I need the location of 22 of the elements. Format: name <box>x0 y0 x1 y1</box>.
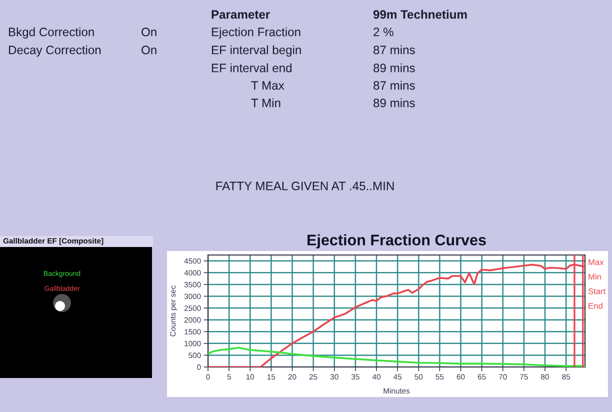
text: Parameter <box>212 10 270 19</box>
text: FATTY MEAL GIVEN AT .45..MIN <box>216 182 394 190</box>
text: T Min <box>251 98 280 108</box>
ref-line-label: Min <box>588 274 601 280</box>
text: 89 mins <box>374 63 415 72</box>
text: EF interval end <box>212 63 292 72</box>
text: EF interval begin <box>212 45 301 57</box>
text: 87 mins <box>374 80 415 90</box>
text: On <box>142 28 156 36</box>
chart-title: Ejection Fraction Curves <box>308 234 486 248</box>
text: Ejection Fraction <box>212 27 300 39</box>
text: 2 % <box>374 28 394 36</box>
text: Bkgd Correction <box>8 27 94 39</box>
text: On <box>142 46 156 54</box>
text: Start <box>588 288 606 294</box>
text: T Max <box>251 81 284 90</box>
text: Decay Correction <box>8 45 101 57</box>
ref-line-label: Max <box>588 259 604 266</box>
text: 87 mins <box>374 45 415 54</box>
text: End <box>588 302 602 309</box>
text: 89 mins <box>374 98 415 108</box>
text: 99m Technetium <box>373 10 467 19</box>
